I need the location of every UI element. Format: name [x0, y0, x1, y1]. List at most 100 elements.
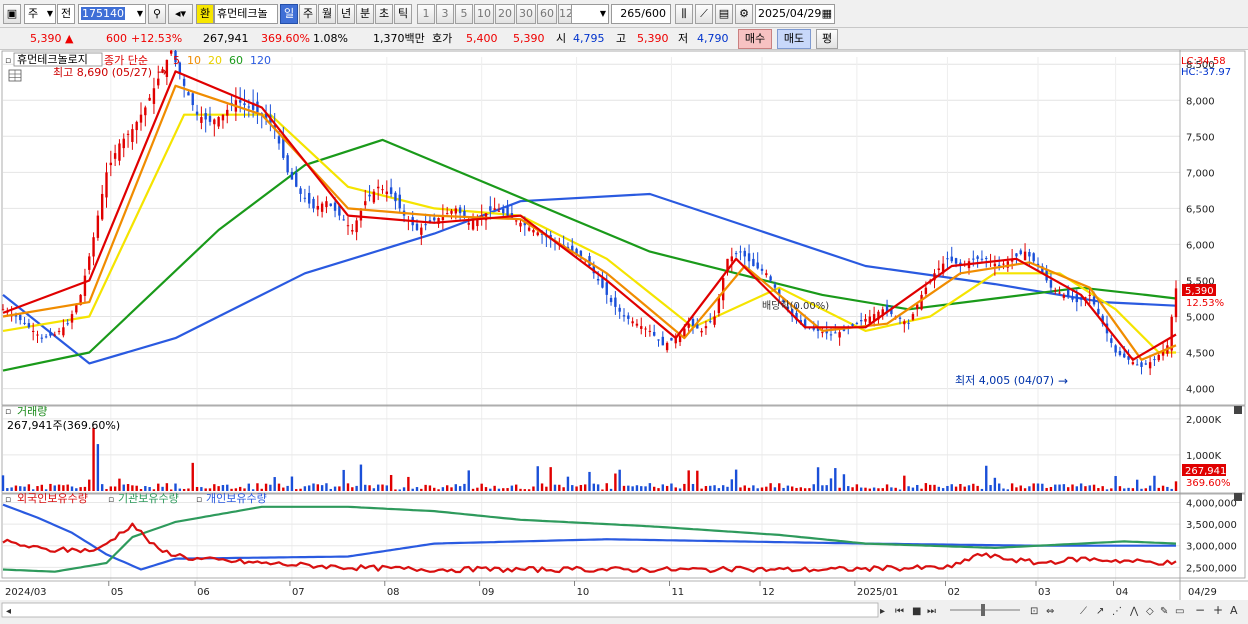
- candle-body: [329, 203, 332, 206]
- fast-forward-icon[interactable]: ⏭: [927, 606, 936, 617]
- drawing-icon[interactable]: ✎: [1160, 606, 1168, 617]
- search-icon[interactable]: ⚲: [148, 4, 166, 24]
- sound-icon[interactable]: ◂▾: [168, 4, 193, 24]
- period-button-5[interactable]: 초: [375, 4, 393, 24]
- minute-step-button-2[interactable]: 5: [455, 4, 473, 24]
- volume-bar: [14, 485, 18, 491]
- trend-tool-icon[interactable]: ↗: [1096, 606, 1104, 617]
- ma60-label: 60: [229, 54, 243, 67]
- shape-tool-icon[interactable]: ◇: [1146, 606, 1154, 617]
- zoom-out-icon[interactable]: −: [1195, 603, 1205, 617]
- period-select[interactable]: 주 ▼: [24, 4, 56, 24]
- step-input[interactable]: ▼: [571, 4, 609, 24]
- volume-bar: [325, 483, 328, 491]
- candle-icon[interactable]: ⫼: [675, 4, 693, 24]
- minute-step-button-6[interactable]: 60: [537, 4, 557, 24]
- volume-bar: [713, 485, 716, 491]
- panel-collapse-icon[interactable]: ▫: [5, 407, 11, 417]
- volume-bar: [609, 488, 613, 491]
- volume-bar: [1174, 481, 1178, 491]
- panel-collapse-icon[interactable]: ▫: [108, 495, 114, 505]
- volume-bar: [1010, 483, 1014, 491]
- candle-body: [14, 315, 18, 317]
- fib-tool-icon[interactable]: ⋰: [1112, 606, 1122, 617]
- zoom-in-icon[interactable]: +: [1213, 603, 1223, 617]
- volume-bar: [372, 488, 376, 491]
- volume-bar: [665, 485, 669, 491]
- candle-body: [920, 294, 923, 310]
- sell-button[interactable]: 매도: [777, 29, 811, 49]
- minute-step-button-3[interactable]: 10: [474, 4, 494, 24]
- volume-bar: [540, 483, 544, 491]
- rewind-icon[interactable]: ⏮: [895, 606, 904, 617]
- data-count-field[interactable]: 265/600: [611, 4, 671, 24]
- candle-body: [1049, 279, 1053, 288]
- panel-collapse-icon[interactable]: ▫: [5, 495, 11, 505]
- candle-body: [131, 129, 134, 142]
- exchange-badge[interactable]: 환: [196, 4, 214, 24]
- stock-code-input[interactable]: 175140 ▼: [78, 4, 146, 24]
- period-button-4[interactable]: 분: [356, 4, 374, 24]
- last-volume-label: 267,941: [1185, 466, 1226, 477]
- volume-bar: [148, 487, 151, 491]
- evaluate-button[interactable]: 평: [816, 29, 838, 49]
- draw-line-icon[interactable]: ⟋: [695, 4, 713, 24]
- minute-step-button-4[interactable]: 20: [495, 4, 515, 24]
- candle-body: [286, 155, 289, 173]
- minute-step-button-0[interactable]: 1: [417, 4, 435, 24]
- volume-bar: [709, 485, 712, 491]
- save-icon[interactable]: ▤: [715, 4, 733, 24]
- window-icon[interactable]: ▣: [3, 4, 21, 24]
- line-tool-icon[interactable]: ⟋: [1080, 606, 1087, 617]
- volume-bar: [411, 488, 414, 491]
- panel-collapse-icon[interactable]: ▫: [5, 56, 11, 66]
- stock-chart[interactable]: 4,000 4,500 5,000 5,500 6,000 6,500 7,000 7,500…: [0, 37, 1248, 621]
- horizontal-scrollbar[interactable]: [1, 602, 879, 618]
- quote-bar: 5,390 ▲ 600 +12.53% 267,941 369.60% 1.08…: [0, 28, 1248, 50]
- volume-bar: [946, 485, 949, 491]
- volume-bar: [113, 486, 117, 491]
- zoom-reset-icon[interactable]: ⊡: [1030, 606, 1038, 617]
- stock-name-field[interactable]: 휴먼테크놀: [214, 4, 278, 24]
- date-field[interactable]: 2025/04/29 ▦: [755, 4, 835, 24]
- volume-bar: [1157, 487, 1160, 491]
- gear-icon[interactable]: ⚙: [735, 4, 753, 24]
- volume-bar: [756, 488, 759, 491]
- period-button-1[interactable]: 주: [299, 4, 317, 24]
- layout-icon[interactable]: ▭: [1175, 606, 1184, 617]
- panel-collapse-icon[interactable]: ▫: [196, 495, 202, 505]
- period-button-6[interactable]: 틱: [394, 4, 412, 24]
- stock-name-box[interactable]: [13, 52, 103, 67]
- volume-bar: [1097, 488, 1100, 491]
- period-button-0[interactable]: 일: [280, 4, 298, 24]
- volume-bar: [670, 483, 673, 491]
- volume-bar: [963, 486, 966, 491]
- zoom-slider-handle[interactable]: [981, 604, 985, 616]
- period-button-3[interactable]: 년: [337, 4, 355, 24]
- scroll-left-icon[interactable]: ◂: [6, 606, 11, 617]
- volume-bar: [864, 487, 867, 491]
- font-size-icon[interactable]: A: [1230, 604, 1238, 617]
- volume-bar: [523, 489, 527, 491]
- volume-bar: [338, 486, 341, 491]
- scroll-right-icon[interactable]: ▸: [880, 606, 885, 617]
- buy-button[interactable]: 매수: [738, 29, 772, 49]
- minute-step-button-1[interactable]: 3: [436, 4, 454, 24]
- volume-bar: [588, 471, 591, 491]
- close-icon[interactable]: [1234, 406, 1242, 414]
- calendar-icon: ▦: [821, 7, 832, 20]
- close-icon[interactable]: [1234, 493, 1242, 501]
- candle-body: [445, 213, 449, 215]
- pattern-tool-icon[interactable]: ⋀: [1129, 606, 1139, 617]
- candle-body: [346, 225, 350, 227]
- fit-icon[interactable]: ⇔: [1046, 606, 1054, 617]
- stop-icon[interactable]: ■: [912, 606, 921, 617]
- candle-body: [704, 326, 708, 329]
- prev-button[interactable]: 전: [57, 4, 75, 24]
- candle-body: [27, 323, 31, 328]
- minute-step-button-5[interactable]: 30: [516, 4, 536, 24]
- candle-body: [588, 256, 591, 267]
- volume-bar: [579, 484, 583, 491]
- period-button-2[interactable]: 월: [318, 4, 336, 24]
